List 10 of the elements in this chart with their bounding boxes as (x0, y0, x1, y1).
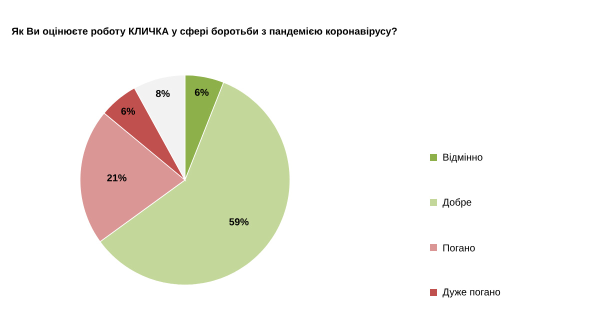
data-label: 59% (229, 218, 249, 226)
legend-label: Дуже погано (442, 288, 500, 298)
legend-label: Добре (442, 198, 472, 208)
chart-title: Як Ви оцінюєте роботу КЛИЧКА у сфері боротьби з пандемією коронавірусу? (12, 27, 397, 37)
data-label: 6% (194, 88, 209, 96)
legend-label: Погано (443, 244, 475, 252)
data-label: 8% (156, 90, 170, 98)
data-label: 21% (107, 174, 126, 182)
legend-label: Відмінно (443, 153, 482, 163)
data-label: 6% (121, 108, 136, 115)
